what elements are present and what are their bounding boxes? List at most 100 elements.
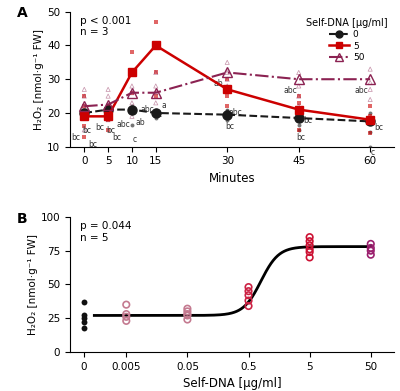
Point	[306, 246, 313, 253]
Point	[105, 103, 111, 109]
Point	[184, 312, 191, 319]
Point	[152, 110, 159, 116]
Point	[367, 103, 373, 109]
Text: abc: abc	[140, 104, 154, 113]
Point	[152, 69, 159, 75]
Point	[105, 103, 111, 109]
Text: bc: bc	[154, 109, 163, 118]
Text: bc: bc	[95, 123, 104, 132]
Y-axis label: H₂O₂ [nmol·g⁻¹ FW]: H₂O₂ [nmol·g⁻¹ FW]	[34, 29, 44, 130]
Point	[224, 117, 230, 123]
Point	[224, 76, 230, 83]
Point	[224, 69, 230, 75]
Point	[184, 316, 191, 323]
Text: bc: bc	[374, 123, 383, 132]
Point	[81, 86, 88, 93]
Point	[105, 117, 111, 123]
Point	[80, 299, 87, 305]
Point	[105, 86, 111, 93]
Point	[306, 242, 313, 248]
Text: ab: ab	[214, 79, 224, 88]
Point	[81, 108, 88, 115]
Point	[129, 106, 135, 113]
Point	[224, 108, 230, 115]
Point	[184, 311, 191, 317]
Point	[296, 106, 302, 113]
Point	[152, 19, 159, 25]
Point	[367, 96, 373, 102]
Point	[368, 245, 374, 251]
Point	[80, 312, 87, 319]
Point	[296, 83, 302, 89]
Point	[152, 106, 159, 113]
Point	[367, 120, 373, 126]
Point	[184, 306, 191, 312]
Point	[123, 301, 130, 308]
Point	[152, 69, 159, 75]
Point	[105, 105, 111, 111]
Point	[129, 49, 135, 56]
Point	[129, 110, 135, 116]
Text: abc: abc	[229, 108, 243, 117]
Text: abc: abc	[355, 86, 368, 95]
Point	[367, 118, 373, 125]
Point	[105, 127, 111, 133]
Point	[123, 314, 130, 320]
Text: B: B	[16, 212, 27, 226]
Text: bc: bc	[225, 122, 234, 131]
Point	[129, 122, 135, 128]
Point	[306, 254, 313, 260]
Point	[306, 249, 313, 255]
Point	[368, 251, 374, 258]
Point	[367, 113, 373, 120]
Point	[81, 115, 88, 121]
Point	[296, 69, 302, 75]
Point	[367, 110, 373, 116]
Point	[129, 103, 135, 109]
Point	[129, 90, 135, 96]
Point	[105, 117, 111, 123]
Point	[81, 123, 88, 129]
Text: p < 0.001
n = 3: p < 0.001 n = 3	[80, 16, 131, 38]
Text: bc: bc	[88, 140, 97, 149]
Point	[224, 84, 230, 91]
Point	[105, 110, 111, 116]
Point	[367, 128, 373, 135]
Text: c: c	[132, 135, 136, 144]
Text: bc: bc	[82, 126, 91, 135]
Point	[123, 311, 130, 317]
Point	[368, 241, 374, 247]
Point	[224, 59, 230, 65]
Point	[81, 93, 88, 99]
Point	[245, 284, 252, 290]
Point	[123, 318, 130, 324]
Point	[81, 93, 88, 99]
Text: bc: bc	[71, 133, 80, 142]
Point	[105, 106, 111, 113]
Text: p = 0.044
n = 5: p = 0.044 n = 5	[80, 221, 131, 242]
Point	[224, 83, 230, 89]
Legend: 0, 5, 50: 0, 5, 50	[304, 16, 390, 64]
Point	[245, 298, 252, 304]
Point	[105, 103, 111, 109]
Point	[81, 113, 88, 120]
Point	[81, 133, 88, 140]
Point	[306, 238, 313, 244]
Point	[81, 113, 88, 120]
Point	[129, 100, 135, 106]
Point	[224, 103, 230, 109]
Point	[306, 234, 313, 240]
Point	[81, 103, 88, 109]
Point	[296, 93, 302, 99]
Point	[224, 93, 230, 99]
Point	[129, 69, 135, 75]
Point	[224, 76, 230, 83]
Text: ab: ab	[136, 118, 145, 127]
Point	[105, 110, 111, 116]
Point	[152, 111, 159, 118]
Point	[224, 113, 230, 120]
Point	[296, 110, 302, 116]
Point	[296, 93, 302, 99]
Point	[152, 83, 159, 89]
Point	[296, 127, 302, 133]
